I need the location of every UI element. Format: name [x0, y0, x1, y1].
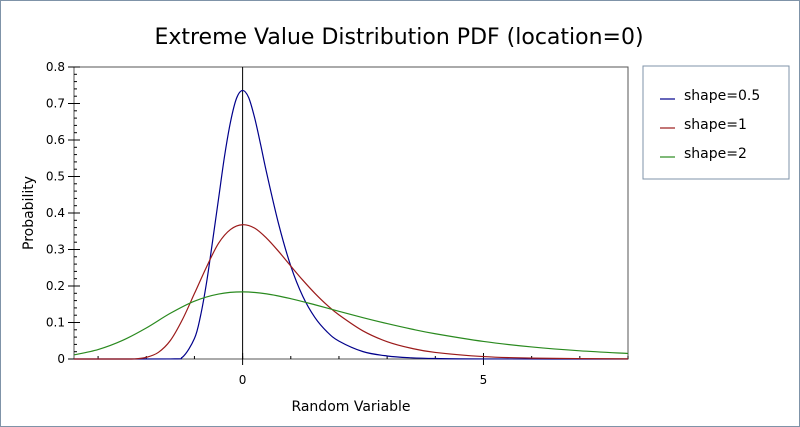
series-line-2	[74, 224, 629, 360]
y-tick-label: 0.3	[46, 243, 65, 257]
y-tick-label: 0.2	[46, 279, 65, 293]
legend-label-2: shape=1	[684, 117, 747, 133]
legend-box	[642, 65, 790, 180]
series-line-1	[73, 89, 629, 360]
y-tick-label: 0.7	[46, 97, 65, 111]
chart-title: Extreme Value Distribution PDF (location…	[154, 25, 643, 50]
x-tick-label: 0	[239, 373, 247, 387]
y-tick-label: 0.4	[46, 206, 65, 220]
y-axis: 0 0.1 0.2 0.3 0.4 0.5 0.6 0.7 0.8	[46, 60, 80, 366]
legend: shape=0.5 shape=1 shape=2	[642, 65, 790, 180]
x-axis-label: Random Variable	[291, 399, 410, 415]
legend-label-3: shape=2	[684, 146, 747, 162]
y-tick-label: 0.5	[46, 170, 65, 184]
y-tick-label: 0.8	[46, 60, 65, 74]
legend-label-1: shape=0.5	[684, 88, 760, 104]
y-tick-label: 0.6	[46, 133, 65, 147]
series-line-3	[73, 291, 629, 356]
plot-area	[73, 66, 629, 360]
y-tick-label: 0	[57, 352, 65, 366]
y-tick-label: 0.1	[46, 316, 65, 330]
series-layer	[73, 89, 629, 360]
y-axis-label: Probability	[21, 176, 37, 250]
x-tick-label: 5	[480, 373, 488, 387]
